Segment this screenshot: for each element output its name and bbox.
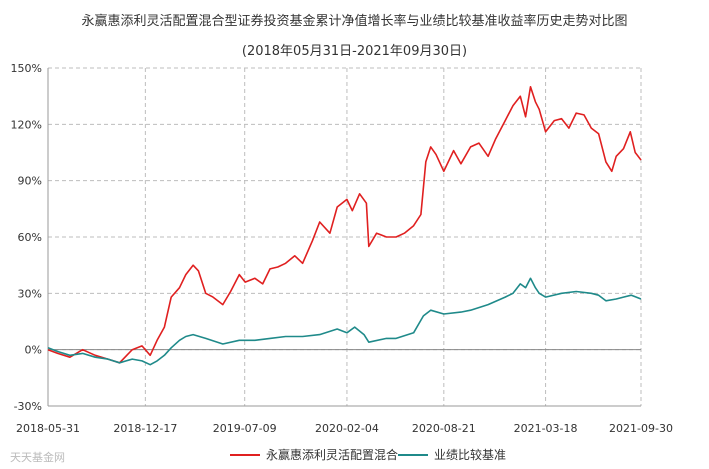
series-line-fund bbox=[47, 86, 642, 364]
legend-item-fund: 永赢惠添利灵活配置混合 bbox=[230, 446, 398, 463]
y-tick-label: 90% bbox=[18, 175, 42, 188]
y-tick-label: 60% bbox=[18, 231, 42, 244]
legend-item-benchmark: 业绩比较基准 bbox=[398, 446, 506, 463]
chart-subtitle: (2018年05月31日-2021年09月30日) bbox=[241, 44, 468, 59]
x-tick-label: 2018-12-17 bbox=[113, 422, 177, 435]
x-tick-label: 2019-07-09 bbox=[213, 422, 277, 435]
x-tick-label: 2018-05-31 bbox=[16, 422, 80, 435]
y-tick-label: 150% bbox=[11, 62, 42, 75]
y-tick-label: -30% bbox=[14, 400, 42, 413]
y-tick-label: 120% bbox=[11, 118, 42, 131]
legend-label-fund: 永赢惠添利灵活配置混合 bbox=[266, 448, 399, 462]
legend-label-benchmark: 业绩比较基准 bbox=[434, 448, 507, 462]
legend-swatch-benchmark bbox=[398, 453, 428, 456]
x-tick-label: 2020-08-21 bbox=[412, 422, 476, 435]
chart-title: 永赢惠添利灵活配置混合型证券投资基金累计净值增长率与业绩比较基准收益率历史走势对… bbox=[81, 14, 628, 29]
legend-swatch-fund bbox=[230, 453, 260, 456]
chart-legend: 永赢惠添利灵活配置混合 业绩比较基准 bbox=[0, 446, 709, 466]
y-tick-label: 0% bbox=[25, 344, 42, 357]
watermark-text: 天天基金网 bbox=[10, 451, 65, 464]
x-tick-label: 2021-03-18 bbox=[514, 422, 578, 435]
series-line-benchmark bbox=[47, 277, 642, 366]
x-tick-label: 2020-02-04 bbox=[315, 422, 379, 435]
x-tick-label: 2021-09-30 bbox=[609, 422, 673, 435]
y-tick-label: 30% bbox=[18, 287, 42, 300]
